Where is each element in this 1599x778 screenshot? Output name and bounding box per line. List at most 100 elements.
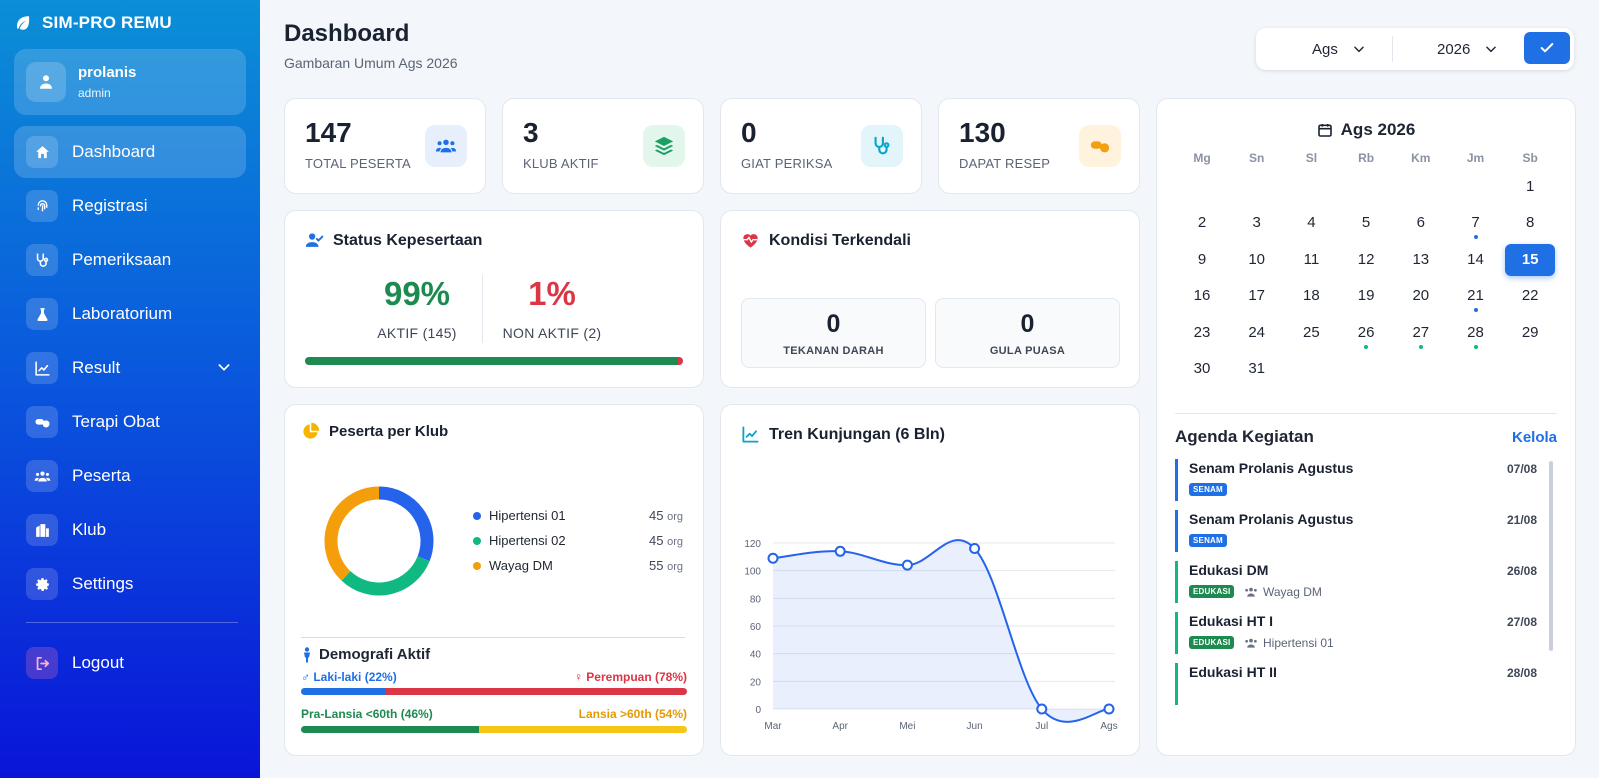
user-card[interactable]: prolanis admin (14, 49, 246, 115)
y-tick-label: 120 (744, 539, 761, 550)
calendar-day[interactable]: 9 (1197, 250, 1207, 268)
x-tick-label: Jul (1035, 721, 1048, 732)
trend-line-chart: 0 20 40 60 80 100 120 Mar Apr Mei Jun Jul Ags (744, 539, 1117, 732)
agenda-item[interactable]: Senam Prolanis Agustus 21/08 SENAM (1175, 510, 1545, 552)
calendar-day-today[interactable]: 15 (1505, 243, 1556, 276)
calendar-day[interactable]: 14 (1467, 250, 1484, 268)
event-dot (1473, 308, 1478, 313)
home-icon (26, 136, 58, 168)
agenda-item[interactable]: Senam Prolanis Agustus 07/08 SENAM (1175, 459, 1545, 501)
weekday-header: Sl (1305, 151, 1318, 165)
trend-point[interactable] (901, 559, 913, 571)
leaf-icon (17, 16, 30, 30)
calendar-day[interactable]: 12 (1357, 250, 1375, 268)
calendar-day[interactable]: 22 (1521, 287, 1539, 305)
agenda-scrollbar[interactable] (1549, 461, 1553, 651)
donut-slice-0[interactable] (378, 486, 434, 562)
month-select[interactable]: Ags (1312, 36, 1366, 62)
gula-puasa-box: 0 GULA PUASA (935, 298, 1120, 368)
trend-point[interactable] (834, 545, 846, 557)
calendar-day[interactable]: 19 (1357, 287, 1375, 305)
donut-slice-1[interactable] (341, 556, 430, 596)
agenda-item[interactable]: Edukasi DM 26/08 EDUKASI Wayag DM (1175, 561, 1545, 603)
legend-dot (473, 562, 481, 570)
agenda-club: Hipertensi 01 (1244, 636, 1334, 650)
calendar-day[interactable]: 24 (1248, 323, 1266, 341)
calendar-day[interactable]: 7 (1449, 207, 1503, 240)
brand-name: SIM-PRO REMU (42, 13, 172, 32)
year-select[interactable]: 2026 (1437, 36, 1498, 62)
calendar-day[interactable]: 27 (1394, 317, 1448, 349)
period-selector: Ags 2026 (1256, 28, 1574, 70)
nav-label: Result (72, 358, 121, 377)
calendar-day[interactable]: 20 (1412, 287, 1430, 305)
calendar-day[interactable]: 3 (1252, 214, 1261, 232)
calendar-day[interactable]: 30 (1193, 360, 1211, 377)
nav-item-registrasi[interactable]: Registrasi (14, 180, 246, 232)
nav-item-laboratorium[interactable]: Laboratorium (14, 288, 246, 340)
calendar-day[interactable]: 13 (1412, 250, 1430, 268)
agenda-name: Senam Prolanis Agustus (1189, 460, 1354, 476)
calendar-day[interactable]: 31 (1248, 360, 1266, 377)
tekanan-darah-label: TEKANAN DARAH (783, 345, 884, 357)
agenda-tag: SENAM (1189, 534, 1227, 547)
calendar-day[interactable]: 26 (1339, 317, 1393, 349)
logout-button[interactable]: Logout (14, 637, 246, 689)
event-dot (1473, 344, 1478, 349)
nav-item-pemeriksaan[interactable]: Pemeriksaan (14, 234, 246, 286)
agenda-item[interactable]: Edukasi HT II 28/08 (1175, 663, 1545, 705)
calendar-day[interactable]: 28 (1449, 317, 1503, 349)
calendar-icon (1317, 124, 1332, 137)
calendar-day[interactable]: 16 (1193, 287, 1211, 305)
nav-item-dashboard[interactable]: Dashboard (14, 126, 246, 178)
nav-item-terapi-obat[interactable]: Terapi Obat (14, 396, 246, 448)
weekday-header: Rb (1358, 151, 1375, 165)
nav-item-klub[interactable]: Klub (14, 504, 246, 556)
calendar-day[interactable]: 29 (1521, 323, 1539, 341)
y-tick-label: 100 (744, 567, 761, 578)
trend-point[interactable] (767, 552, 779, 564)
logout-label: Logout (72, 653, 124, 672)
pra-lansia-label: Pra-Lansia <60th (46%) (301, 707, 433, 721)
nav-item-result[interactable]: Result (14, 342, 246, 394)
calendar-day[interactable]: 23 (1193, 323, 1211, 341)
stat-card-dapat-resep: 130 DAPAT RESEP (938, 98, 1140, 194)
calendar-day[interactable]: 8 (1526, 214, 1535, 232)
chevron-down-icon[interactable] (216, 359, 232, 375)
nav-item-peserta[interactable]: Peserta (14, 450, 246, 502)
calendar-day[interactable]: 6 (1416, 214, 1425, 232)
nav-item-settings[interactable]: Settings (14, 558, 246, 610)
legend-name: Hipertensi 01 (489, 508, 566, 523)
calendar-day[interactable]: 21 (1449, 280, 1503, 313)
calendar-day[interactable]: 5 (1361, 214, 1371, 232)
check-icon (1540, 43, 1554, 53)
pie-chart-icon (303, 422, 320, 439)
calendar-day[interactable]: 4 (1307, 214, 1316, 232)
legend-name: Hipertensi 02 (489, 533, 566, 548)
user-name: prolanis (78, 64, 137, 81)
agenda-date: 21/08 (1506, 513, 1537, 527)
calendar-day[interactable]: 18 (1303, 287, 1320, 305)
calendar-day[interactable]: 25 (1303, 323, 1320, 341)
event-dot (1473, 235, 1478, 240)
trend-point[interactable] (1036, 703, 1048, 715)
kelola-link[interactable]: Kelola (1511, 429, 1557, 446)
donut-slice-2[interactable] (324, 486, 380, 581)
calendar-day[interactable]: 11 (1303, 250, 1320, 268)
calendar-day[interactable]: 17 (1248, 287, 1266, 305)
trend-point[interactable] (1103, 703, 1115, 715)
agenda-name: Edukasi HT I (1189, 613, 1274, 629)
nav-divider (26, 622, 238, 623)
nav-label: Klub (72, 520, 107, 539)
calendar-day[interactable]: 10 (1248, 250, 1266, 268)
stat-card-klub-aktif: 3 KLUB AKTIF (502, 98, 704, 194)
agenda-item[interactable]: Edukasi HT I 27/08 EDUKASI Hipertensi 01 (1175, 612, 1545, 654)
brand[interactable]: SIM-PRO REMU (14, 13, 172, 33)
trend-point[interactable] (969, 543, 981, 555)
event-dot (1418, 344, 1423, 349)
peserta-per-klub-card: Peserta per Klub Hipertensi 01 45 org Hi… (284, 404, 704, 756)
apply-button[interactable] (1524, 32, 1570, 64)
calendar-day[interactable]: 1 (1526, 178, 1535, 195)
year-value: 2026 (1437, 40, 1471, 58)
calendar-day[interactable]: 2 (1197, 214, 1207, 232)
